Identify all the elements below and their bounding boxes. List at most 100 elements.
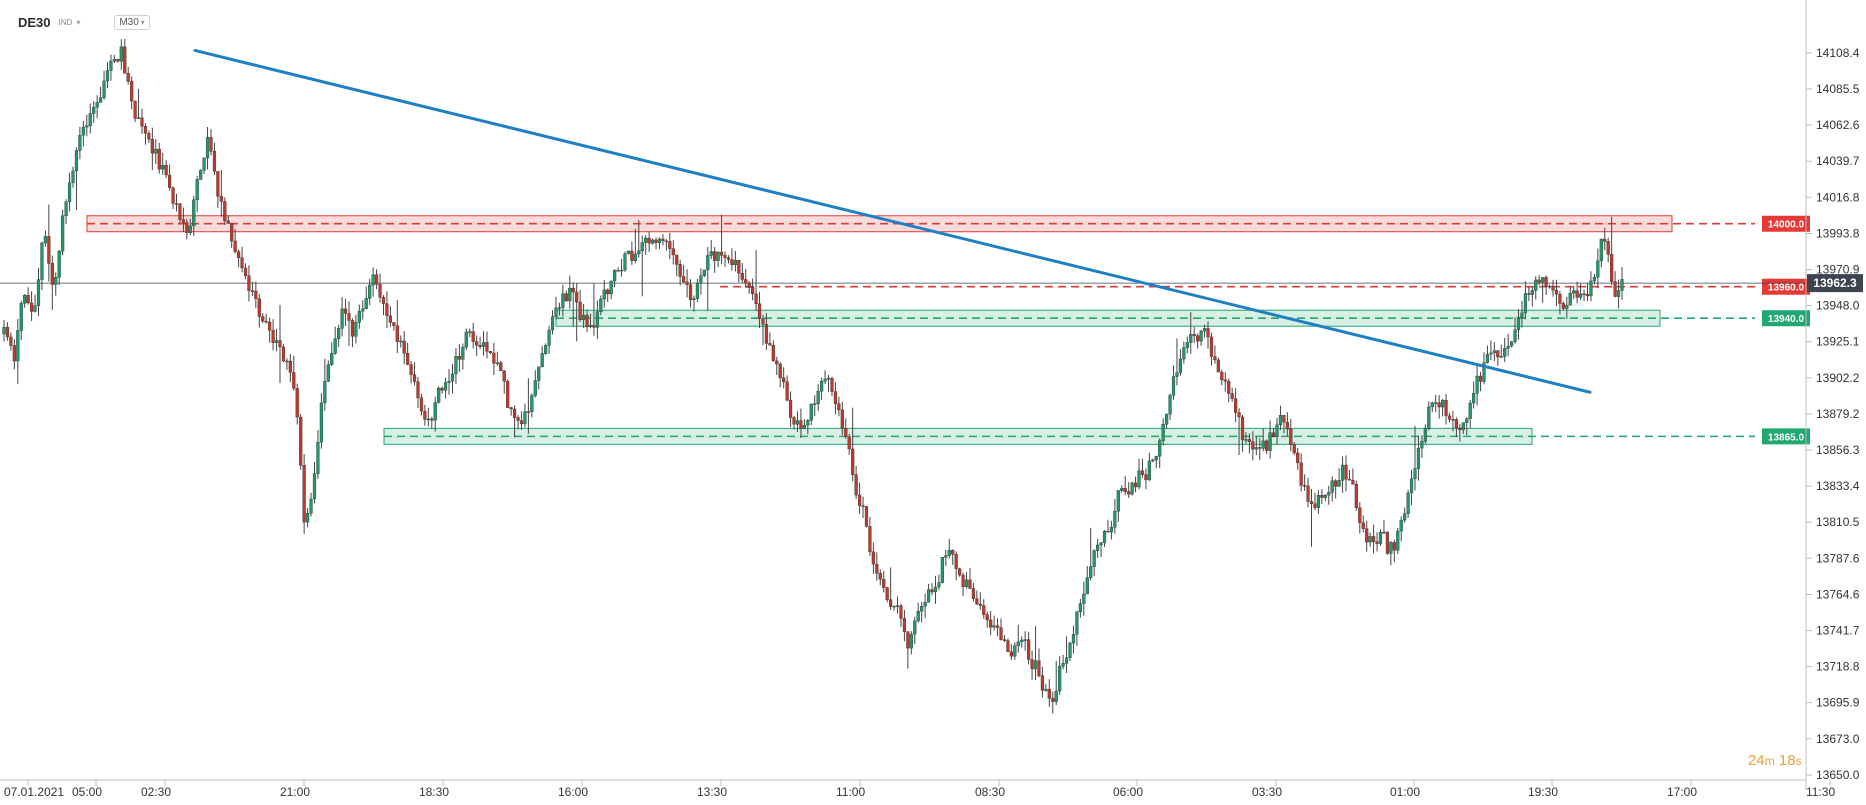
candle [36, 267, 41, 316]
candle-body [268, 321, 272, 331]
candle-body [437, 387, 441, 403]
candle [57, 249, 61, 286]
candle-body [274, 340, 279, 343]
candle [1137, 458, 1141, 490]
y-tick-label: 13718.8 [1816, 660, 1860, 674]
candle-body [889, 599, 893, 607]
candle-body [285, 360, 289, 363]
candle-body [323, 381, 327, 404]
candle-body [1409, 478, 1414, 494]
candle [1140, 458, 1145, 478]
candle [81, 120, 85, 147]
candle [312, 461, 317, 504]
candle [1061, 654, 1065, 670]
candle-body [488, 351, 493, 354]
candle-body [130, 81, 134, 102]
candle-body [813, 403, 817, 405]
candle [443, 377, 448, 399]
candle-body [847, 436, 851, 450]
candle [71, 166, 75, 188]
candle-body [440, 387, 444, 391]
candle-body [326, 364, 330, 382]
candle-body [1099, 542, 1103, 546]
timeframe-selector[interactable]: M30 ▾ [114, 14, 150, 30]
candle-body [526, 411, 530, 413]
candle [1592, 273, 1597, 285]
candle-body [150, 138, 154, 154]
chevron-down-icon[interactable]: ▾ [76, 17, 81, 27]
candle [806, 419, 810, 435]
candle [19, 300, 23, 341]
candle-body [1016, 641, 1020, 646]
candle [751, 278, 755, 301]
candle-body [599, 298, 603, 312]
candle [1213, 345, 1217, 364]
candle [1406, 489, 1410, 518]
candle-body [1382, 531, 1386, 534]
candle [1430, 401, 1434, 413]
candle-body [1603, 238, 1607, 242]
candle [647, 231, 651, 252]
candle-body [350, 320, 355, 337]
candle-body [920, 606, 924, 612]
candle-body [1437, 402, 1441, 408]
candle-body [1544, 277, 1548, 287]
candle [550, 310, 555, 335]
candle-body [371, 274, 375, 286]
candle [1475, 364, 1479, 406]
candle-body [688, 284, 693, 300]
candle-body [209, 137, 213, 152]
candle [268, 317, 272, 343]
candle [1275, 417, 1279, 445]
candle [1354, 480, 1358, 511]
candle [1416, 435, 1421, 481]
candle-body [1309, 501, 1314, 504]
candle [1171, 365, 1176, 400]
candle-body [647, 237, 651, 244]
current-price-tag [1807, 274, 1863, 293]
trendline[interactable] [193, 48, 1592, 394]
candle-body [343, 308, 348, 314]
candle-body [154, 148, 158, 154]
candle [102, 70, 106, 100]
candle-body [754, 293, 758, 304]
candle-body [830, 378, 834, 392]
candle-body [409, 364, 413, 375]
candle-body [1589, 280, 1593, 297]
candle-body [1234, 398, 1238, 413]
candle-body [174, 203, 179, 205]
candle-body [85, 125, 89, 128]
candle [1468, 399, 1472, 429]
candle [637, 219, 641, 258]
candle-body [406, 352, 410, 365]
candle [271, 319, 275, 351]
candle [5, 322, 10, 341]
x-tick-label: 18:30 [419, 785, 449, 799]
candle [219, 169, 223, 217]
candle [706, 246, 710, 311]
candle-body [1344, 464, 1348, 480]
candle-body [1444, 400, 1448, 417]
candle [1258, 438, 1262, 460]
candle [537, 366, 541, 390]
candle [1037, 648, 1041, 678]
candle [588, 313, 593, 329]
candle [1565, 296, 1569, 319]
candle [1064, 636, 1069, 673]
candle [519, 411, 524, 430]
candle-body [1492, 350, 1496, 354]
candle-body [1064, 657, 1069, 664]
candle-body [475, 341, 479, 346]
candle-body [316, 441, 320, 474]
candle [709, 240, 713, 260]
candle-body [95, 102, 99, 108]
candle [968, 568, 972, 589]
candle [1551, 279, 1555, 297]
candle [447, 369, 451, 395]
candle-body [309, 498, 313, 514]
candle-body [916, 611, 920, 622]
y-tick-label: 13833.4 [1816, 479, 1860, 493]
candle-body [1165, 413, 1169, 425]
candle [692, 295, 696, 312]
